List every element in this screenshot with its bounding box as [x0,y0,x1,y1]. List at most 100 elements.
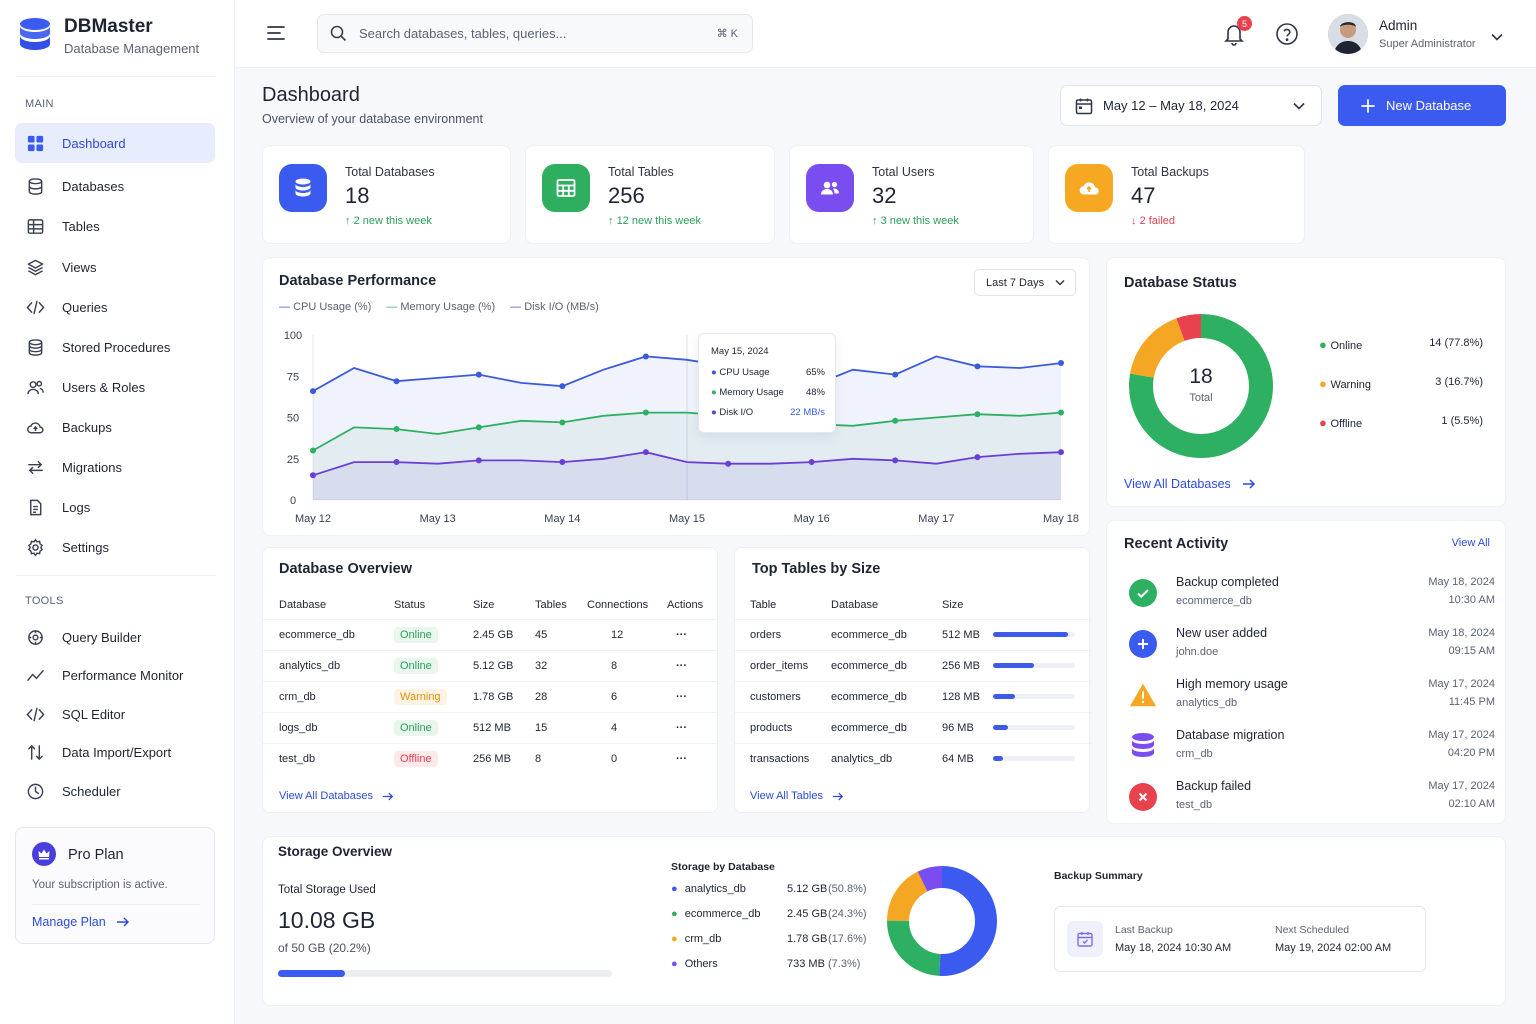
activity-date: May 17, 2024 [1428,780,1495,792]
more-actions-icon[interactable]: ··· [667,618,719,650]
activity-item[interactable]: Database migration crm_db May 17, 2024 04:2… [1125,728,1495,776]
sidebar-item-tables[interactable]: Tables [15,206,215,246]
storage-db-size: 5.12 GB [787,883,828,895]
sidebar-item-performance-monitor[interactable]: Performance Monitor [15,655,215,695]
donut-slice [917,866,943,892]
sidebar-item-logs[interactable]: Logs [15,487,215,527]
sidebar-item-stored-procedures[interactable]: Stored Procedures [15,327,215,367]
sidebar-item-label: Performance Monitor [62,667,184,683]
table-row[interactable]: analytics_db Online 5.12 GB 32 8 ··· [263,649,719,681]
view-all-databases-link[interactable]: View All Databases [1124,477,1256,491]
status-cell: Online [394,618,473,650]
activity-item[interactable]: Backup failed test_db May 17, 2024 02:10 AM [1125,779,1495,827]
x-tick-label: May 15 [669,513,705,525]
table-row[interactable]: logs_db Online 512 MB 15 4 ··· [263,711,719,743]
table-row[interactable]: crm_db Warning 1.78 GB 28 6 ··· [263,680,719,712]
sidebar-item-label: SQL Editor [62,706,126,722]
search-icon [330,25,347,42]
more-actions-icon[interactable]: ··· [667,649,719,681]
stat-card-backups[interactable]: Total Backups 47 ↓ 2 failed [1048,145,1305,244]
donut-slice [1129,314,1273,458]
table-name: order_items [735,649,831,681]
more-actions-icon[interactable]: ··· [667,711,719,743]
storage-card: Storage Overview Total Storage Used 10.0… [262,836,1506,1006]
size-cell: 64 MB [942,742,993,774]
size-cell: 512 MB [942,618,993,650]
users-icon [806,164,854,212]
range-select[interactable]: Last 7 Days [974,269,1076,296]
sidebar-item-views[interactable]: Views [15,247,215,287]
activity-item[interactable]: New user added john.doe May 18, 2024 09:15 … [1125,626,1495,674]
table-row[interactable]: test_db Offline 256 MB 8 0 ··· [263,742,719,774]
table-row[interactable]: order_items ecommerce_db 256 MB [735,649,1091,681]
table-row[interactable]: products ecommerce_db 96 MB [735,711,1091,743]
x-icon [1129,783,1157,811]
sidebar-item-queries[interactable]: Queries [15,287,215,327]
search-input[interactable]: Search databases, tables, queries... ⌘ K [317,14,753,53]
status-card: Database Status 18 Total ● Online 14 (77.… [1106,257,1506,507]
stat-change: ↑ 3 new this week [872,215,959,227]
storage-used-value: 10.08 GB [278,907,376,933]
link-label: View All Tables [750,790,823,802]
table-row[interactable]: transactions analytics_db 64 MB [735,742,1091,774]
view-all-tables-link[interactable]: View All Tables [750,790,844,802]
tables-cell: 8 [535,742,587,774]
stat-card-tables[interactable]: Total Tables 256 ↑ 12 new this week [525,145,775,244]
table-row[interactable]: customers ecommerce_db 128 MB [735,680,1091,712]
logo[interactable]: DBMaster Database Management [18,16,199,56]
table-row[interactable]: orders ecommerce_db 512 MB [735,618,1091,650]
donut-slice [887,871,928,922]
tooltip-label: Memory Usage [719,387,784,398]
sidebar-item-query-builder[interactable]: Query Builder [15,617,215,657]
sidebar-item-data-import-export[interactable]: Data Import/Export [15,732,215,772]
avatar[interactable] [1328,14,1368,54]
sidebar-item-sql-editor[interactable]: SQL Editor [15,694,215,734]
sidebar-item-backups[interactable]: Backups [15,407,215,447]
table-header: Table Database Size [735,591,1091,619]
storage-legend-item: ● ecommerce_db 2.45 GB (24.3%) [671,908,867,920]
more-actions-icon[interactable]: ··· [667,680,719,712]
size-bar-fill [993,756,1003,762]
more-actions-icon[interactable]: ··· [667,742,719,774]
sidebar-item-scheduler[interactable]: Scheduler [15,771,215,811]
new-database-button[interactable]: New Database [1338,85,1506,126]
date-range-picker[interactable]: May 12 – May 18, 2024 [1060,85,1322,126]
chevron-down-icon[interactable] [1491,28,1503,46]
size-bar-cell [993,680,1091,712]
activity-item[interactable]: Backup completed ecommerce_db May 18, 2024… [1125,575,1495,623]
activity-date: May 18, 2024 [1428,627,1495,639]
activity-item[interactable]: High memory usage analytics_db May 17, 202… [1125,677,1495,725]
activity-subtitle: crm_db [1176,748,1213,760]
sidebar-item-label: Tables [62,218,100,234]
view-all-databases-link[interactable]: View All Databases [279,790,394,802]
activity-time: 02:10 AM [1448,798,1495,810]
manage-plan-link[interactable]: Manage Plan [32,915,130,929]
search-placeholder: Search databases, tables, queries... [359,26,567,41]
stat-card-databases[interactable]: Total Databases 18 ↑ 2 new this week [262,145,511,244]
data-point [892,457,899,464]
column-header: Database [831,598,879,611]
status-value: 1 (5.5%) [1441,415,1483,427]
database-cell: ecommerce_db [831,618,942,650]
stat-change-text: 3 new this week [880,215,959,227]
sidebar-item-users-roles[interactable]: Users & Roles [15,367,215,407]
bell-icon[interactable]: 5 [1223,16,1252,51]
size-bar-cell [993,649,1091,681]
activity-date: May 17, 2024 [1428,729,1495,741]
menu-icon[interactable] [266,25,286,46]
sidebar-item-dashboard[interactable]: Dashboard [15,123,215,163]
table-row[interactable]: ecommerce_db Online 2.45 GB 45 12 ··· [263,618,719,650]
crown-icon [32,842,56,866]
sidebar-item-migrations[interactable]: Migrations [15,447,215,487]
connections-cell: 12 [587,618,667,650]
help-icon[interactable] [1275,22,1299,51]
arrow-right-icon [116,917,129,927]
sidebar-item-label: Views [62,259,97,275]
sidebar-item-settings[interactable]: Settings [15,527,215,567]
sidebar-item-databases[interactable]: Databases [15,166,215,206]
next-backup-label: Next Scheduled [1275,924,1350,936]
plus-icon [1361,98,1375,113]
stat-card-users[interactable]: Total Users 32 ↑ 3 new this week [789,145,1034,244]
view-all-activity-link[interactable]: View All [1451,537,1490,549]
storage-db-name: analytics_db [684,883,746,895]
